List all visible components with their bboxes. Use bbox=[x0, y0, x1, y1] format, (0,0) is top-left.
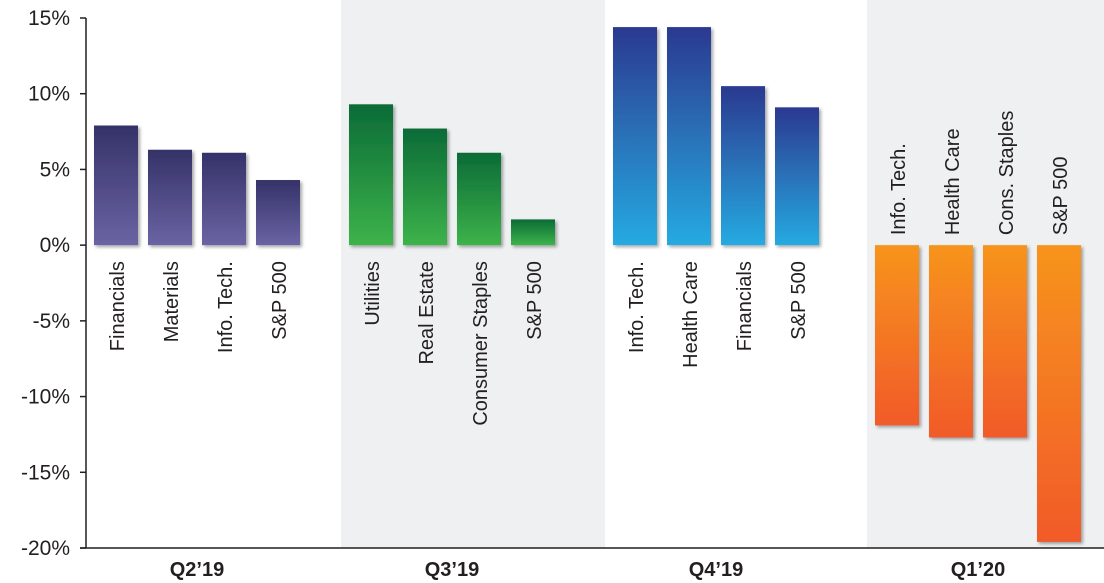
category-label: Health Care bbox=[680, 261, 702, 368]
category-label: Financials bbox=[107, 261, 129, 351]
bar bbox=[1037, 245, 1081, 542]
category-label: Info. Tech. bbox=[888, 143, 910, 235]
group-label: Q3’19 bbox=[425, 559, 479, 581]
category-label: Financials bbox=[734, 261, 756, 351]
category-label: Materials bbox=[161, 261, 183, 342]
y-axis: 15% 10% 5% 0% -5% -10% -15% -20% bbox=[21, 7, 1104, 560]
category-label: Info. Tech. bbox=[215, 261, 237, 353]
bar bbox=[457, 152, 501, 246]
bar bbox=[929, 245, 973, 438]
category-label: S&P 500 bbox=[1050, 157, 1072, 236]
group-shade bbox=[341, 0, 605, 548]
bar bbox=[202, 152, 246, 246]
category-label: S&P 500 bbox=[788, 261, 810, 340]
group-label: Q4’19 bbox=[689, 559, 743, 581]
y-tick-label: 15% bbox=[28, 7, 70, 30]
group-label: Q2’19 bbox=[170, 559, 224, 581]
bar bbox=[875, 245, 919, 426]
bars bbox=[94, 27, 1081, 542]
y-tick-label: 5% bbox=[40, 158, 70, 181]
bar bbox=[721, 86, 765, 246]
bar bbox=[775, 107, 819, 246]
category-label: Consumer Staples bbox=[470, 261, 492, 426]
bar bbox=[148, 149, 192, 246]
y-tick-label: -15% bbox=[21, 461, 70, 484]
category-label: Health Care bbox=[942, 128, 964, 235]
bar bbox=[94, 125, 138, 246]
category-label: S&P 500 bbox=[524, 261, 546, 340]
group-labels: Q2’19 Q3’19 Q4’19 Q1’20 bbox=[170, 559, 1005, 581]
category-label: Info. Tech. bbox=[626, 261, 648, 353]
bar bbox=[667, 27, 711, 246]
bar bbox=[613, 27, 657, 246]
category-labels: Financials Materials Info. Tech. S&P 500 Uti… bbox=[107, 111, 1072, 426]
bar bbox=[511, 219, 555, 246]
bar bbox=[349, 104, 393, 246]
bar bbox=[983, 245, 1027, 438]
category-label: Cons. Staples bbox=[996, 111, 1018, 236]
bar bbox=[256, 180, 300, 246]
category-label: Utilities bbox=[362, 261, 384, 325]
bar bbox=[403, 128, 447, 246]
y-tick-label: -5% bbox=[33, 310, 70, 333]
y-tick-label: -10% bbox=[21, 386, 70, 409]
category-label: Real Estate bbox=[416, 261, 438, 364]
group-label: Q1’20 bbox=[951, 559, 1005, 581]
y-tick-label: 10% bbox=[28, 83, 70, 106]
y-tick-label: 0% bbox=[40, 234, 70, 257]
y-tick-label: -20% bbox=[21, 537, 70, 560]
category-label: S&P 500 bbox=[269, 261, 291, 340]
